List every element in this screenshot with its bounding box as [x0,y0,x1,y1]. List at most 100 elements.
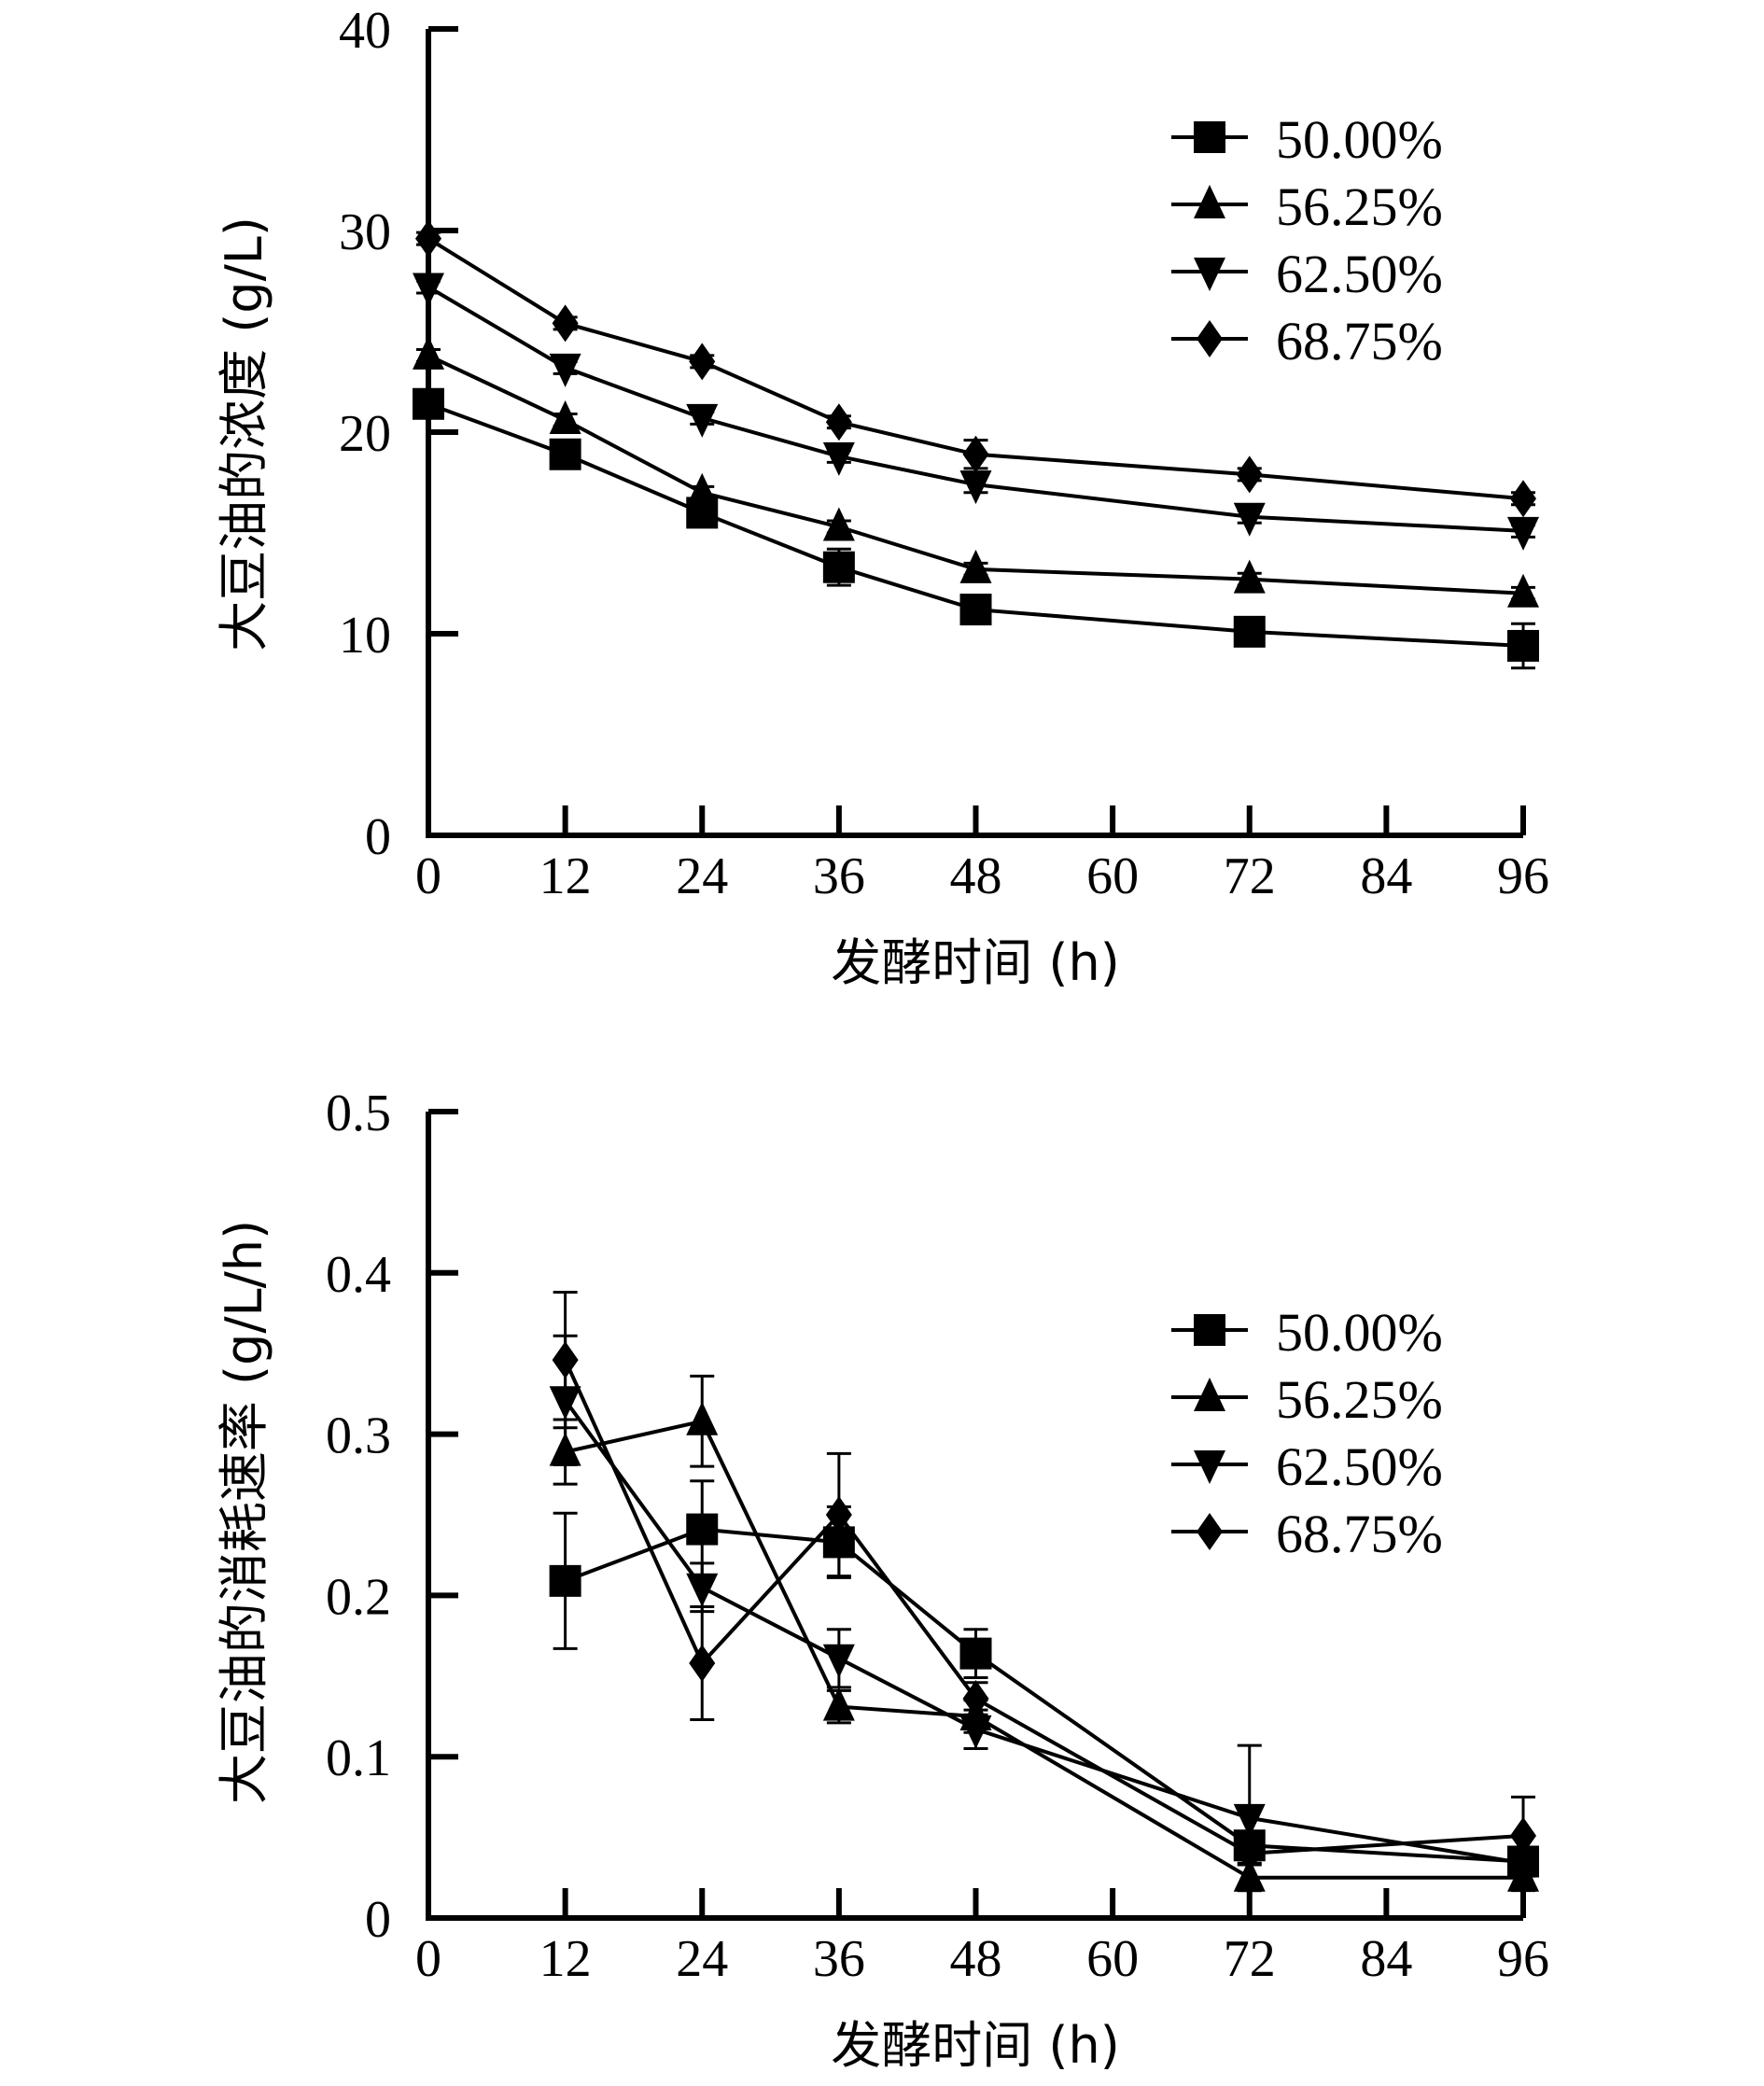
legend-label: 68.75% [1276,1504,1443,1564]
legend-marker-diamond [1197,320,1223,357]
data-point [1233,615,1266,648]
data-point [822,1644,855,1678]
x-tick-label: 96 [1497,847,1549,905]
y-tick-label: 0.1 [326,1729,391,1787]
data-point [1510,480,1536,518]
legend-marker-triangle-up [1194,185,1225,218]
x-tick-label: 0 [415,847,441,905]
legend-label: 62.50% [1276,244,1443,304]
legend-marker-triangle-up [1194,1378,1225,1411]
series-line-62.50% [564,1399,1524,1866]
data-point [549,438,581,470]
y-tick-label: 0.3 [326,1407,391,1465]
data-point [549,353,581,387]
legend-item: 50.00% [1171,109,1443,170]
legend-marker-square [1194,1314,1225,1346]
y-axis-title: 大豆油的消耗速率 (g/L/h) [215,1220,273,1804]
legend-item: 68.75% [1171,311,1443,371]
legend-marker-square [1194,121,1225,153]
series-line-68.75% [563,1359,1524,1855]
x-tick-label: 72 [1224,847,1276,905]
data-point [413,273,444,307]
data-point [959,1637,992,1670]
data-point [549,1432,581,1466]
x-tick-label: 36 [813,1930,865,1988]
data-point [549,1386,581,1421]
data-point [686,1573,719,1607]
legend-item: 56.25% [1171,176,1443,237]
data-point [1233,502,1266,537]
data-point [959,1715,992,1749]
legend-marker-diamond [1197,1513,1223,1550]
consumption-rate-chart: 大豆油的消耗速率 (g/L/h) 发酵时间 (h) 0 0.1 0.2 0.3 0.4 0… [215,1085,1549,2075]
data-point [959,594,992,626]
x-tick-label: 96 [1497,1930,1549,1988]
data-point [689,1644,716,1682]
data-point [962,435,989,473]
x-tick-label: 24 [676,847,728,905]
data-point [822,441,855,476]
concentration-chart: 大豆油的浓度 (g/L) 发酵时间 (h) 0 10 20 30 40 0 12 24 36 48… [215,2,1549,992]
data-point [962,1679,989,1717]
data-point [413,335,444,370]
data-point [825,403,852,441]
data-point [689,343,716,381]
legend-item: 56.25% [1171,1369,1443,1430]
data-point [1507,629,1539,662]
x-tick-label: 48 [950,847,1002,905]
data-point [1507,516,1539,551]
y-tick-label: 20 [339,405,391,463]
data-point [825,1496,852,1533]
x-axis-title: 发酵时间 (h) [831,933,1120,992]
legend-label: 56.25% [1276,1369,1443,1430]
legend-marker-triangle-down [1194,1450,1225,1484]
x-tick-label: 48 [950,1930,1002,1988]
data-point [1510,1816,1536,1855]
data-point [1233,1857,1266,1892]
legend-label: 56.25% [1276,176,1443,237]
x-tick-label: 84 [1360,1930,1412,1988]
y-tick-label: 0 [365,808,391,866]
legend-label: 68.75% [1276,311,1443,371]
data-point [822,1687,855,1721]
data-point [549,400,581,435]
legend-item: 68.75% [1171,1504,1443,1564]
x-axis-title: 发酵时间 (h) [831,2016,1120,2075]
legend-label: 50.00% [1276,1302,1443,1363]
data-point [686,1401,719,1435]
legend-item: 62.50% [1171,1436,1443,1497]
y-tick-label: 30 [339,203,391,261]
data-point [1236,455,1263,494]
series-line-50.00% [564,1527,1524,1864]
x-tick-label: 12 [539,1930,592,1988]
y-tick-label: 10 [339,607,391,665]
legend-item: 50.00% [1171,1302,1443,1363]
x-tick-label: 60 [1086,1930,1139,1988]
legend-marker-triangle-down [1194,258,1225,291]
y-tick-label: 0.4 [326,1246,391,1304]
x-tick-label: 72 [1224,1930,1276,1988]
legend-label: 62.50% [1276,1436,1443,1497]
data-point [1507,1849,1539,1883]
y-tick-label: 0.5 [326,1085,391,1142]
series-line-56.25% [565,1419,1523,1880]
data-point [549,1564,581,1597]
x-tick-label: 0 [415,1930,441,1988]
data-point [1507,573,1539,608]
data-point [959,470,992,505]
y-tick-label: 0.2 [326,1568,391,1626]
y-axis-title: 大豆油的浓度 (g/L) [215,217,273,651]
x-tick-label: 24 [676,1930,728,1988]
data-point [822,507,855,541]
data-point [1233,1803,1266,1838]
data-point [959,549,992,583]
data-point [1233,559,1266,594]
data-point [686,472,719,507]
y-tick-label: 0 [365,1891,391,1949]
y-tick-label: 40 [339,2,391,60]
x-tick-label: 84 [1360,847,1412,905]
x-tick-label: 36 [813,847,865,905]
legend-label: 50.00% [1276,109,1443,170]
data-point [686,403,719,438]
